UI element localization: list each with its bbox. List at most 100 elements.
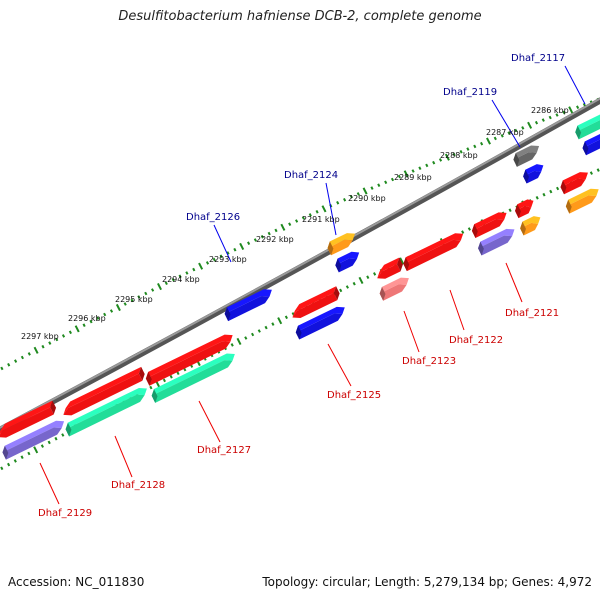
gene-arrow-12[interactable] xyxy=(377,275,412,301)
outer-tick xyxy=(432,160,436,165)
gene-label-dhaf-2126[interactable]: Dhaf_2126 xyxy=(186,212,240,223)
gene-arrow-15[interactable] xyxy=(222,286,275,322)
gene-arrow-side xyxy=(520,221,526,236)
inner-tick xyxy=(352,281,356,286)
inner-tick xyxy=(284,315,288,320)
gene-arrow-11[interactable] xyxy=(373,257,405,281)
gene-arrow-side xyxy=(333,286,340,301)
gene-arrow-top xyxy=(575,111,600,133)
gene-arrow-17[interactable] xyxy=(294,304,349,340)
inner-tick xyxy=(339,288,343,293)
outer-tick xyxy=(418,166,422,170)
gene-arrow-top xyxy=(523,164,544,177)
inner-tick xyxy=(596,168,600,172)
gene-arrow-body xyxy=(582,139,600,156)
outer-tick xyxy=(548,115,552,120)
gene-arrow-side xyxy=(560,180,567,195)
gene-arrow-19[interactable] xyxy=(150,350,239,403)
outer-tick xyxy=(356,192,360,196)
gene-arrow-side xyxy=(335,258,342,273)
gene-label-dhaf-2117[interactable]: Dhaf_2117 xyxy=(511,53,565,64)
gene-label-dhaf-2122[interactable]: Dhaf_2122 xyxy=(449,335,503,346)
leader-line xyxy=(327,343,352,387)
outer-tick xyxy=(157,283,162,291)
ruler-label-2292: 2292 kbp xyxy=(256,235,294,244)
gene-label-dhaf-2121[interactable]: Dhaf_2121 xyxy=(505,308,559,319)
gene-arrow-3[interactable] xyxy=(521,162,547,184)
inner-tick xyxy=(535,196,539,200)
gene-arrow-top xyxy=(65,387,147,430)
gene-arrow-13[interactable] xyxy=(325,230,359,256)
gene-arrow-top xyxy=(0,400,53,438)
inner-tick xyxy=(169,375,173,379)
gene-arrow-8[interactable] xyxy=(470,209,511,239)
gene-label-dhaf-2125[interactable]: Dhaf_2125 xyxy=(327,390,381,401)
gene-arrow-9[interactable] xyxy=(476,226,519,256)
gene-arrow-20[interactable] xyxy=(59,366,146,419)
gene-arrow-body xyxy=(560,178,586,195)
outer-tick xyxy=(226,251,230,255)
gene-arrow-top xyxy=(327,233,355,249)
gene-arrow-22[interactable] xyxy=(0,400,58,441)
gene-label-dhaf-2127[interactable]: Dhaf_2127 xyxy=(197,445,251,456)
gene-arrow-top xyxy=(478,228,515,249)
outer-tick xyxy=(27,352,31,356)
inner-tick xyxy=(251,332,255,337)
inner-tick xyxy=(61,433,65,437)
outer-tick xyxy=(185,271,189,275)
outer-tick xyxy=(0,366,4,371)
outer-tick xyxy=(527,121,533,129)
gene-arrow-23[interactable] xyxy=(0,418,68,460)
outer-tick xyxy=(555,113,559,117)
inner-tick xyxy=(54,436,58,441)
outer-tick xyxy=(390,177,395,182)
gene-arrow-10[interactable] xyxy=(401,230,467,272)
outer-tick xyxy=(233,247,237,252)
inner-tick xyxy=(236,337,242,345)
gene-label-dhaf-2129[interactable]: Dhaf_2129 xyxy=(38,508,92,519)
outer-tick xyxy=(48,341,52,345)
gene-label-dhaf-2123[interactable]: Dhaf_2123 xyxy=(402,356,456,367)
outer-tick xyxy=(89,319,93,324)
gene-arrow-top xyxy=(565,188,599,207)
gene-arrow-side xyxy=(471,224,478,239)
outer-tick xyxy=(568,106,574,114)
gene-arrow-21[interactable] xyxy=(63,385,150,437)
gene-arrow-2[interactable] xyxy=(511,142,543,167)
gene-arrow-top xyxy=(520,216,541,229)
outer-tick xyxy=(115,303,121,312)
outer-tick xyxy=(41,344,45,349)
gene-arrow-0[interactable] xyxy=(573,108,600,140)
outer-tick xyxy=(473,144,477,149)
inner-tick xyxy=(149,385,153,390)
gene-arrow-4[interactable] xyxy=(558,169,592,195)
gene-arrow-1[interactable] xyxy=(580,130,600,156)
gene-arrow-14[interactable] xyxy=(333,249,363,273)
outer-tick xyxy=(96,316,100,320)
gene-arrow-body xyxy=(295,313,343,340)
gene-arrow-body xyxy=(478,235,513,256)
gene-arrow-top xyxy=(224,289,272,314)
gene-arrow-5[interactable] xyxy=(564,186,600,214)
gene-arrow-6[interactable] xyxy=(513,197,538,219)
gene-label-dhaf-2128[interactable]: Dhaf_2128 xyxy=(111,480,165,491)
gene-arrow-top xyxy=(377,257,400,279)
gene-arrow-18[interactable] xyxy=(144,332,237,386)
gene-arrow-side xyxy=(478,241,484,256)
inner-tick xyxy=(549,189,553,194)
gene-arrow-side xyxy=(2,445,9,460)
gene-arrow-16[interactable] xyxy=(288,286,341,321)
gene-label-dhaf-2124[interactable]: Dhaf_2124 xyxy=(284,170,338,181)
inner-tick xyxy=(27,451,31,456)
leader-line xyxy=(39,462,60,505)
gene-arrow-side xyxy=(403,257,410,272)
inner-tick xyxy=(589,171,593,175)
gene-arrow-side xyxy=(224,307,231,322)
gene-label-dhaf-2119[interactable]: Dhaf_2119 xyxy=(443,87,497,98)
outer-tick xyxy=(336,201,340,205)
outer-tick xyxy=(192,267,196,272)
gene-arrow-7[interactable] xyxy=(518,214,544,236)
inner-tick xyxy=(20,455,24,459)
outer-tick xyxy=(493,136,497,141)
outer-tick xyxy=(33,346,39,354)
